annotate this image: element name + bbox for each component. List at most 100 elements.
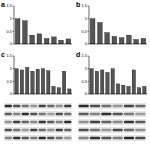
blot-band [56,113,63,115]
bar [20,70,23,94]
panel: b00.511.5 [76,1,147,46]
blot-band [113,121,123,123]
bar [37,34,42,44]
blot-band [22,105,29,107]
blot-band [79,137,89,139]
blot-band [56,129,63,131]
blot-band [135,137,145,139]
bar [66,39,71,44]
bar [44,38,49,44]
blot-band [30,113,37,115]
y-tick-label: 1 [10,16,13,21]
y-tick-label: 1.5 [81,3,87,8]
blot-band [101,137,111,139]
blot-strip [4,135,72,141]
blot-band [135,105,145,107]
blot-band [56,105,63,107]
blot-band [30,129,37,131]
bar [57,88,60,94]
blot-band [124,105,134,107]
y-tick-label: 1 [85,16,88,21]
blot-band [79,121,89,123]
bar [31,71,34,94]
blot-band [13,137,20,139]
blot-band [47,113,54,115]
panel-title: c [1,51,5,58]
y-tick-label: 0 [10,41,13,46]
x-axis [14,94,72,95]
panel-title: b [76,1,80,8]
blot-band [39,121,46,123]
blot-strip [78,127,146,133]
y-tick-label: 0.5 [6,29,12,34]
blot-band [79,129,89,131]
bar [132,70,135,94]
blot-band [30,121,37,123]
blot-band [64,121,71,123]
blot-band [39,137,46,139]
x-axis [14,44,72,45]
y-tick-label: 0 [10,91,13,96]
blot-band [101,129,111,131]
blot-band [39,105,46,107]
panel: a00.511.5 [1,1,72,46]
blot-band [64,105,71,107]
blot-band [113,137,123,139]
blot-band [30,137,37,139]
blot-band [90,113,100,115]
panel: c00.511.5 [1,51,72,96]
blot-band [47,129,54,131]
bar [106,72,109,94]
blot-strip [78,103,146,109]
y-axis [89,6,90,44]
blot-band [124,129,134,131]
bar [111,69,114,94]
blot-band [135,121,145,123]
y-tick-label: 0.5 [81,79,87,84]
blot-band [90,121,100,123]
bars [15,19,70,44]
blot-strip [78,111,146,117]
bar [41,69,44,94]
blot-band [56,137,63,139]
bar [62,71,65,94]
blot-band [13,113,20,115]
bar [36,69,39,94]
blot-band [90,129,100,131]
bar [105,33,110,44]
blot-band [47,137,54,139]
bars [15,67,71,94]
bar [68,89,71,94]
blots [4,103,146,141]
bar [52,37,57,44]
bar [122,85,125,94]
blot-strip [4,103,72,109]
blot-strip [78,135,146,141]
blot-band [113,105,123,107]
bar [116,84,119,94]
figure: a00.511.5b00.511.5c00.511.5d00.511.5 [0,0,150,144]
y-tick-label: 0.5 [6,79,12,84]
y-tick-label: 0 [85,91,88,96]
blot-band [39,129,46,131]
y-tick-label: 1.5 [6,3,12,8]
blot-band [5,105,12,107]
blot-band [124,137,134,139]
blot-band [47,121,54,123]
blot-band [101,121,111,123]
blot-band [5,137,12,139]
blot-band [79,105,89,107]
y-tick-label: 1.5 [6,53,12,58]
blot-band [64,113,71,115]
bar [30,35,35,44]
blot-band [22,121,29,123]
y-axis [14,6,15,44]
blot-band [101,105,111,107]
bar [23,21,28,44]
blot-band [135,129,145,131]
bar [90,69,93,94]
y-axis [14,56,15,94]
bar [141,38,146,44]
blot-band [5,121,12,123]
blot-band [22,129,29,131]
